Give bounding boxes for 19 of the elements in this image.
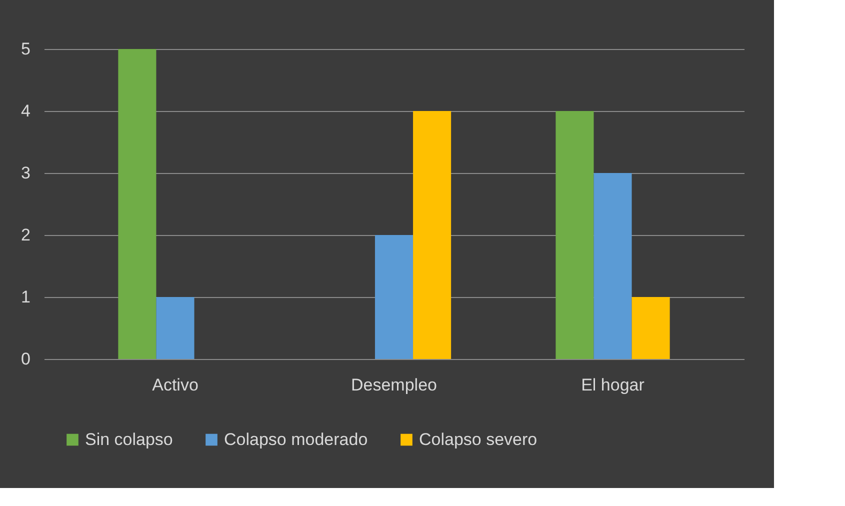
bar <box>156 297 194 359</box>
y-tick-label: 2 <box>21 226 30 244</box>
legend-label: Sin colapso <box>85 430 173 449</box>
x-tick-label: El hogar <box>581 376 645 394</box>
bar <box>556 111 594 359</box>
y-tick-label: 0 <box>21 350 30 368</box>
bar <box>413 111 452 359</box>
y-tick-label: 3 <box>21 164 30 182</box>
bar <box>118 49 156 359</box>
x-tick-label: Desempleo <box>351 376 437 394</box>
bar <box>374 235 414 359</box>
y-tick-label: 5 <box>21 40 30 58</box>
bar <box>632 297 670 359</box>
legend-label: Colapso severo <box>419 430 538 449</box>
y-tick-label: 4 <box>21 102 30 120</box>
x-tick-label: Activo <box>152 376 198 394</box>
bar <box>594 173 632 359</box>
legend-label: Colapso moderado <box>224 430 368 449</box>
y-tick-label: 1 <box>21 288 30 306</box>
